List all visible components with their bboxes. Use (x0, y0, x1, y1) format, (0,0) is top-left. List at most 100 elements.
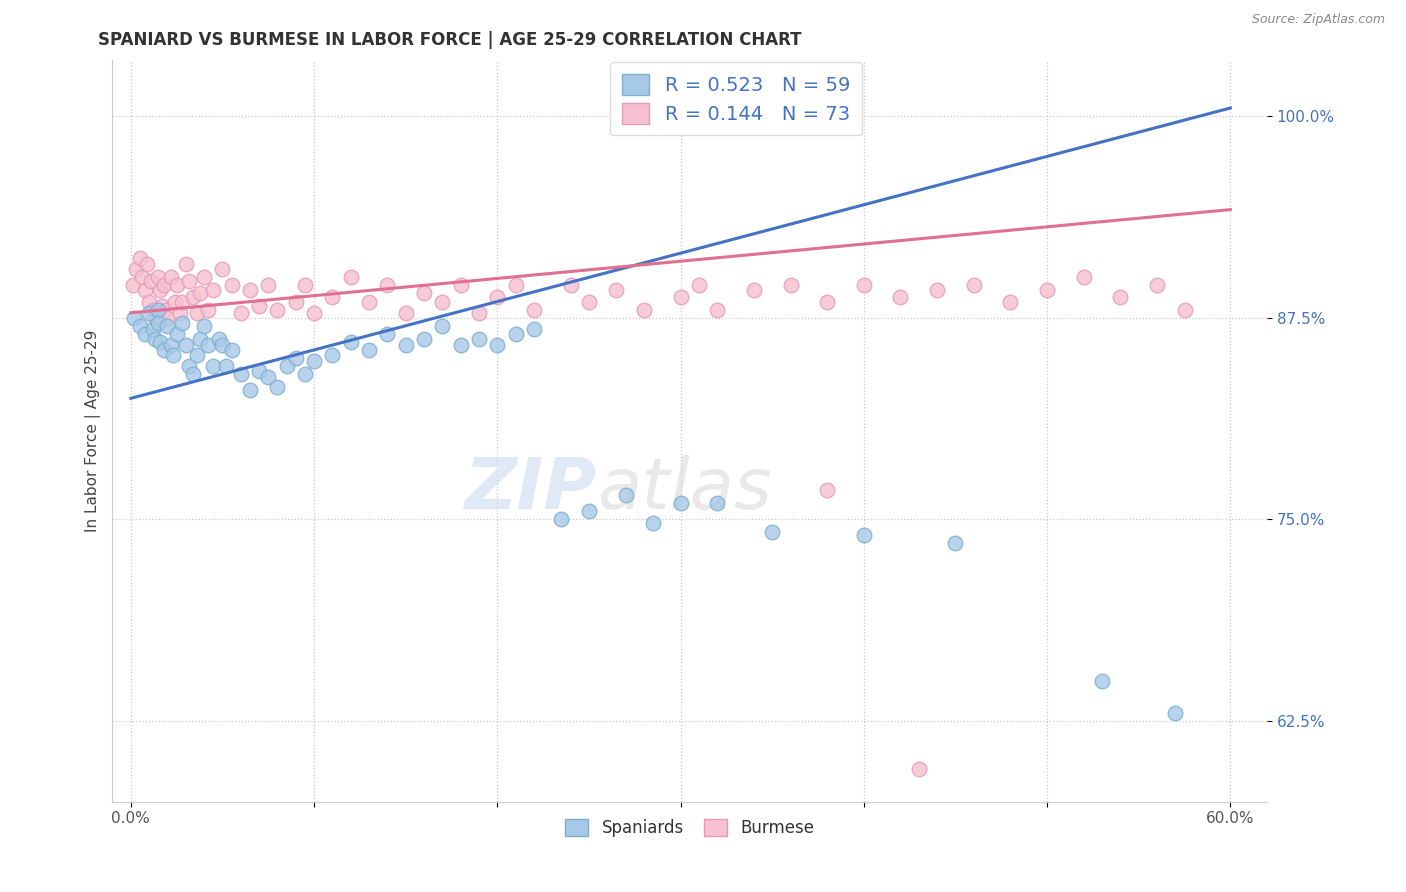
Point (963, 278, 986, 293)
Point (432, 294, 454, 309)
Point (276, 359, 298, 373)
Point (395, 306, 418, 320)
Point (852, 528, 875, 542)
Point (186, 348, 208, 362)
Point (215, 359, 238, 373)
Point (375, 326, 398, 341)
Point (229, 367, 252, 381)
Point (138, 294, 160, 309)
Point (450, 338, 472, 352)
Point (907, 762, 929, 776)
Point (432, 318, 454, 333)
Point (181, 290, 204, 304)
Point (134, 326, 156, 341)
Point (339, 334, 361, 349)
Point (357, 294, 380, 309)
Point (129, 318, 152, 333)
Point (155, 302, 177, 317)
Point (181, 367, 204, 381)
Point (413, 286, 436, 301)
Point (160, 338, 183, 352)
Point (143, 332, 166, 346)
Point (669, 496, 692, 510)
Point (121, 278, 143, 293)
Point (614, 488, 637, 502)
Point (166, 326, 188, 341)
Point (143, 310, 166, 325)
Point (149, 334, 172, 349)
Point (190, 332, 212, 346)
Point (266, 380, 288, 394)
Point (945, 536, 967, 550)
Point (633, 302, 655, 317)
Point (152, 278, 174, 293)
Point (190, 286, 212, 301)
Point (142, 322, 165, 336)
Point (779, 278, 801, 293)
Point (179, 359, 201, 373)
Point (523, 322, 546, 336)
Point (239, 384, 262, 398)
Point (247, 364, 270, 378)
Point (927, 283, 949, 297)
Point (688, 278, 710, 293)
Point (486, 290, 509, 304)
Point (852, 278, 875, 293)
Point (129, 251, 152, 265)
Point (197, 338, 219, 352)
Point (302, 354, 325, 368)
Point (578, 504, 600, 518)
Point (193, 318, 215, 333)
Point (193, 270, 215, 285)
Point (1036, 283, 1059, 297)
Point (134, 283, 156, 297)
Point (523, 302, 546, 317)
Point (247, 299, 270, 313)
Point (162, 348, 184, 362)
Point (815, 294, 838, 309)
Point (186, 306, 208, 320)
Point (148, 270, 170, 285)
Point (124, 310, 146, 325)
Point (1091, 673, 1114, 688)
Point (197, 302, 219, 317)
Point (294, 278, 316, 293)
Point (1164, 706, 1187, 720)
Point (169, 306, 191, 320)
Point (149, 283, 172, 297)
Point (266, 302, 288, 317)
Point (395, 338, 418, 352)
Point (202, 359, 225, 373)
Point (742, 283, 765, 297)
Point (239, 283, 262, 297)
Point (641, 516, 664, 530)
Point (211, 262, 233, 277)
Point (605, 283, 627, 297)
Point (815, 483, 838, 498)
Point (1073, 270, 1095, 285)
Point (1000, 294, 1022, 309)
Point (468, 306, 491, 320)
Point (706, 302, 728, 317)
Point (321, 290, 343, 304)
Point (125, 262, 148, 277)
Point (1146, 278, 1168, 293)
Point (148, 302, 170, 317)
Point (150, 299, 173, 313)
Point (174, 338, 197, 352)
Text: Source: ZipAtlas.com: Source: ZipAtlas.com (1251, 13, 1385, 27)
Point (450, 278, 472, 293)
Point (257, 278, 280, 293)
Point (413, 332, 436, 346)
Point (152, 343, 174, 357)
Point (131, 270, 153, 285)
Point (505, 278, 527, 293)
Point (160, 270, 183, 285)
Text: atlas: atlas (598, 456, 772, 524)
Point (139, 274, 162, 288)
Point (156, 310, 179, 325)
Point (889, 290, 911, 304)
Point (375, 278, 398, 293)
Point (211, 338, 233, 352)
Point (208, 332, 231, 346)
